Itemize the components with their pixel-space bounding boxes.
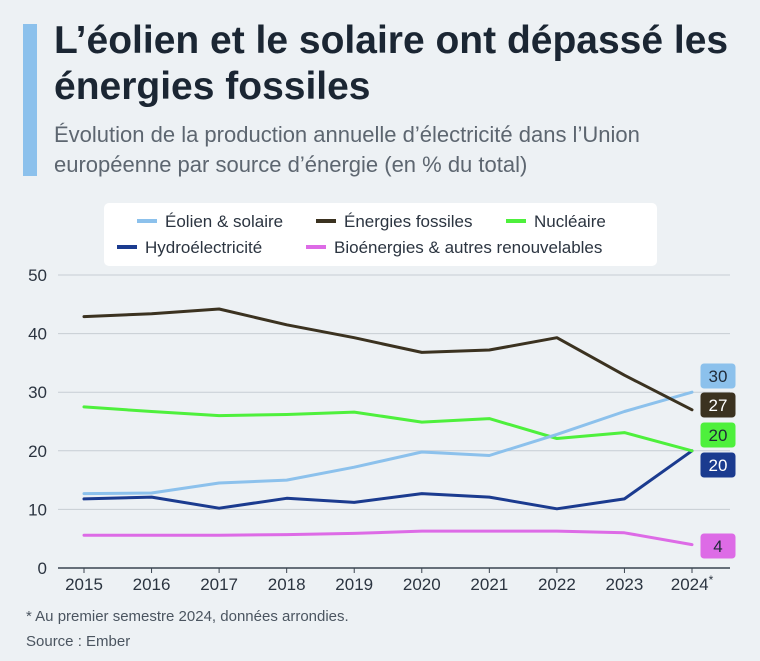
end-label-2: 20 <box>700 422 736 448</box>
series-line-2 <box>82 405 694 453</box>
legend-entry-label: Hydroélectricité <box>145 238 262 257</box>
grid-layer <box>58 274 730 569</box>
y-tick-label: 20 <box>28 442 47 461</box>
series-layer <box>82 307 694 547</box>
x-tick-label: 2022 <box>538 575 576 594</box>
footnote: * Au premier semestre 2024, données arro… <box>26 608 349 625</box>
legend-entry-label: Éolien & solaire <box>165 212 283 231</box>
end-label-4: 4 <box>700 533 736 559</box>
chart-subtitle: Évolution de la production annuelle d’él… <box>54 122 640 177</box>
legend-entry-label: Bioénergies & autres renouvelables <box>334 238 602 257</box>
series-line-0 <box>82 390 694 496</box>
end-label-0: 30 <box>700 363 736 389</box>
y-tick-label: 50 <box>28 266 47 285</box>
series-line-3 <box>82 449 694 511</box>
y-tick-label: 10 <box>28 500 47 519</box>
x-tick-label: 2016 <box>133 575 171 594</box>
end-label-box <box>700 363 736 389</box>
x-tick-label: 2021 <box>470 575 508 594</box>
x-tick-label: 2020 <box>403 575 441 594</box>
legend: Éolien & solaire Énergies fossiles Nucléai… <box>104 203 657 266</box>
end-label-3: 20 <box>700 452 736 478</box>
legend-entry-label: Nucléaire <box>534 212 606 231</box>
legend-box <box>104 203 657 266</box>
end-label-layer: 30 27 20 20 4 <box>700 363 736 559</box>
end-label-box <box>700 422 736 448</box>
end-label-value: 30 <box>709 367 728 386</box>
series-line-4 <box>82 529 694 547</box>
end-label-box <box>700 392 736 418</box>
x-tick-label: 2017 <box>200 575 238 594</box>
end-label-value: 20 <box>709 426 728 445</box>
legend-entry-label: Énergies fossiles <box>344 212 473 231</box>
axis-layer: 0 10 20 30 40 50 2015 2016 2017 2018 2019 2020 2021 2… <box>28 266 714 594</box>
y-tick-label: 0 <box>38 559 47 578</box>
series-line-1 <box>82 307 694 412</box>
x-tick-label: 2024* <box>671 573 714 594</box>
end-label-value: 4 <box>713 537 722 556</box>
x-tick-label: 2019 <box>335 575 373 594</box>
end-label-value: 20 <box>709 456 728 475</box>
y-tick-label: 40 <box>28 325 47 344</box>
x-tick-label: 2023 <box>606 575 644 594</box>
x-tick-label: 2018 <box>268 575 306 594</box>
y-tick-label: 30 <box>28 383 47 402</box>
chart-title: L’éolien et le solaire ont dépassé les é… <box>54 19 729 108</box>
end-label-1: 27 <box>700 392 736 418</box>
title-accent-bar <box>23 24 37 176</box>
end-label-box <box>700 452 736 478</box>
source-note: Source : Ember <box>26 633 131 650</box>
x-tick-label: 2015 <box>65 575 103 594</box>
end-label-box <box>700 533 736 559</box>
end-label-value: 27 <box>709 396 728 415</box>
